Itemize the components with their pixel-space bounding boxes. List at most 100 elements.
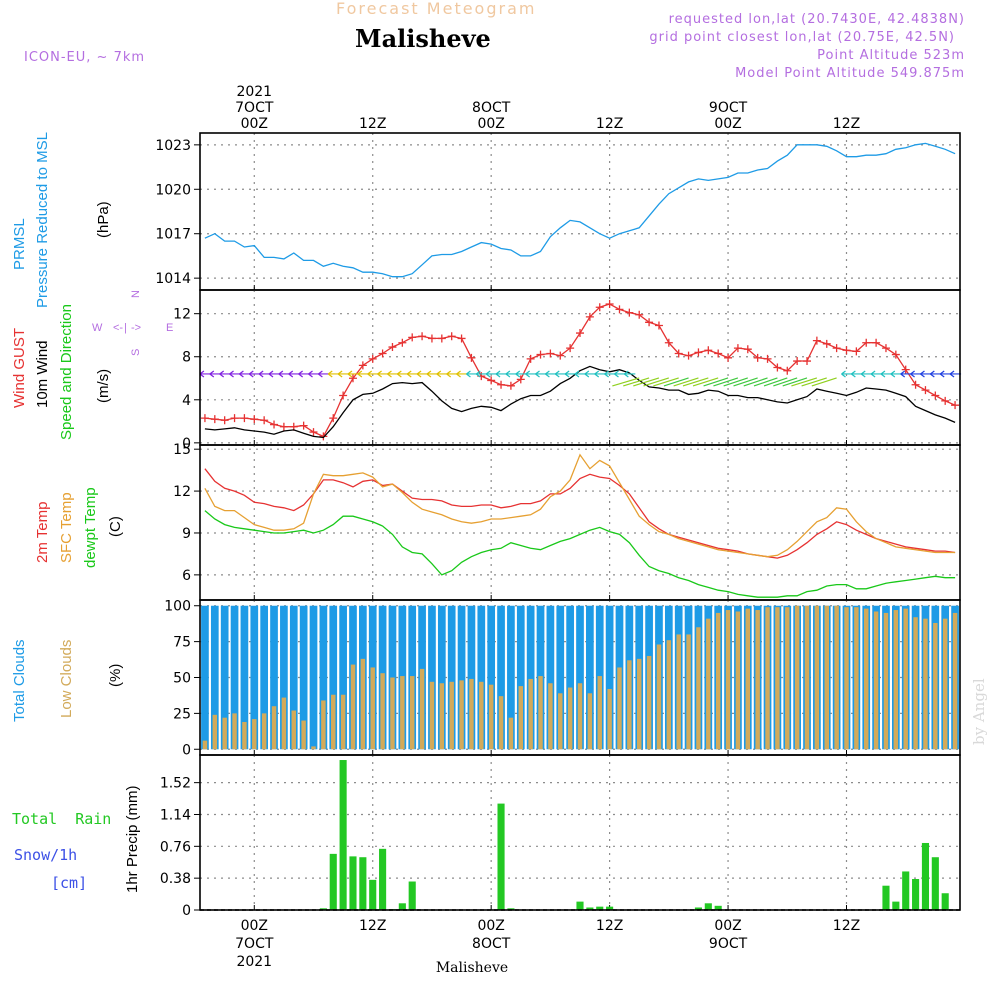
top-time-label: 12Z — [359, 116, 386, 132]
gust-marker — [931, 391, 940, 400]
compass-west: W — [92, 322, 103, 334]
total-cloud-bar — [566, 605, 574, 750]
wind-arrow — [396, 370, 409, 378]
wind-arrow — [268, 370, 281, 378]
wind-arrow — [485, 370, 498, 378]
rain-bar — [576, 901, 584, 910]
gust-marker — [240, 414, 249, 423]
gust-marker — [348, 374, 357, 383]
prmsl-line — [204, 142, 956, 278]
low-cloud-bar — [518, 686, 523, 750]
gust-marker — [329, 414, 338, 423]
gust-marker — [733, 344, 742, 353]
rain-bar — [892, 901, 900, 910]
low-cloud-bar — [844, 607, 849, 750]
y-tick-label: 12 — [173, 307, 191, 323]
low-cloud-bar — [686, 634, 691, 750]
wind-arrow — [612, 377, 640, 387]
wind-arrow — [288, 370, 300, 378]
wind-arrow — [219, 370, 231, 378]
gust-marker — [506, 381, 515, 390]
low-cloud-bar — [873, 611, 879, 750]
y-tick-label: 1014 — [155, 271, 191, 287]
clouds-panel: 0 25 50 75 100 — [164, 599, 961, 758]
gust-marker — [230, 414, 239, 423]
total-cloud-bar — [339, 605, 347, 750]
wind-arrow — [939, 370, 952, 378]
wind-arrow — [860, 370, 873, 378]
low-cloud-bar — [301, 720, 306, 750]
wind-arrow — [900, 370, 912, 378]
wind-arrow — [782, 377, 808, 387]
gust-marker — [941, 396, 950, 405]
rain-bar — [596, 906, 604, 910]
wind-arrow — [743, 377, 768, 387]
wind-arrow — [505, 370, 517, 378]
low-cloud-bar — [419, 668, 425, 750]
wind-arrow — [308, 370, 320, 378]
low-cloud-bar — [271, 706, 277, 750]
gust-marker — [220, 416, 229, 425]
wind-arrow — [239, 370, 251, 378]
y-tick-label: 100 — [164, 599, 191, 615]
gust-marker — [803, 357, 812, 366]
y-tick-label: 1020 — [155, 182, 191, 198]
low-cloud-bar — [923, 618, 928, 750]
gust-marker — [497, 380, 506, 389]
low-cloud-bar — [676, 634, 681, 750]
top-time-label: 2021 — [236, 84, 272, 100]
bottom-time-label: 00Z — [477, 918, 504, 934]
gust-marker — [309, 428, 318, 437]
gust-marker — [645, 318, 654, 327]
top-time-label: 00Z — [714, 116, 741, 132]
compass-center: | — [124, 322, 127, 334]
wind-arrow — [920, 370, 932, 378]
gust-marker — [378, 349, 387, 358]
low-cloud-bar — [528, 678, 533, 750]
low-cloud-bar — [794, 605, 800, 750]
y-tick-label: 1023 — [155, 138, 191, 154]
gust-marker — [576, 329, 584, 338]
low-cloud-bar — [321, 700, 326, 750]
rain-bar — [941, 893, 949, 910]
gust-marker — [605, 299, 614, 308]
low-cloud-bar — [459, 680, 464, 750]
low-cloud-bar — [903, 608, 908, 750]
temp-labels: 2m Temp SFC Temp dewpt Temp (C) — [34, 487, 124, 568]
gust-marker — [516, 375, 525, 384]
low-cloud-bar — [942, 618, 948, 750]
y-tick-label: 0 — [182, 436, 191, 452]
gust-marker — [881, 344, 890, 353]
wind-arrow — [475, 370, 488, 378]
wind-arrow — [327, 370, 340, 378]
low-cloud-bar — [577, 683, 583, 750]
gust-marker — [546, 349, 555, 358]
wind-arrow — [298, 370, 310, 378]
gust-marker — [763, 354, 772, 363]
y-tick-label: 12 — [173, 484, 191, 500]
bottom-time-label: 12Z — [833, 918, 860, 934]
clouds-label-low: Low Clouds — [58, 640, 75, 718]
gust-marker — [783, 366, 792, 375]
wind-arrow — [416, 370, 429, 378]
total-cloud-bar — [576, 605, 584, 750]
clouds-labels: Total Clouds Low Clouds (%) — [11, 639, 124, 722]
wind-arrow — [199, 370, 211, 378]
low-cloud-bar — [488, 684, 494, 750]
wind-arrow — [753, 377, 778, 387]
total-cloud-bar — [220, 605, 229, 750]
bottom-time-label: 12Z — [359, 918, 386, 934]
low-cloud-bar — [429, 681, 435, 750]
rain-bar — [704, 903, 712, 910]
wind-labels: Wind GUST 10m Wind Speed and Direction (… — [11, 290, 173, 440]
low-cloud-bar — [242, 721, 247, 750]
model-label: ICON-EU, ~ 7km — [24, 50, 145, 65]
wind-arrow — [623, 370, 636, 378]
low-cloud-bar — [400, 676, 405, 750]
precip-label-cm: [cm] — [51, 874, 87, 892]
gust-marker — [418, 332, 427, 341]
y-tick-label: 6 — [182, 568, 191, 584]
wind-arrow — [811, 377, 837, 387]
gust-marker — [822, 339, 831, 348]
